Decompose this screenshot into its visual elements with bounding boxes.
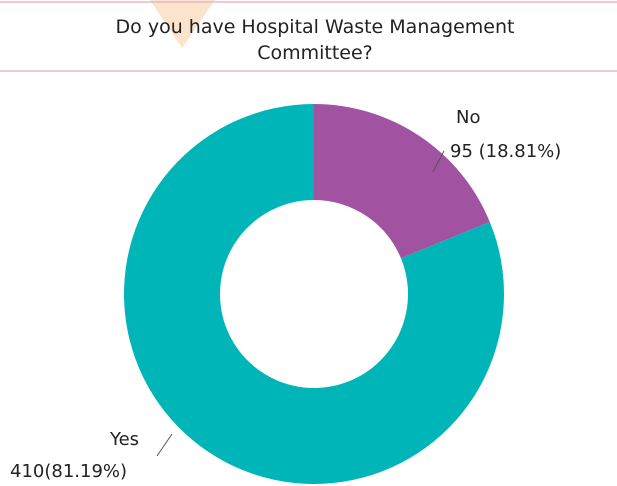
watermark: [150, 0, 215, 48]
leader-line: [432, 150, 445, 173]
leader-line: [156, 433, 173, 457]
slice-label: Yes: [109, 429, 139, 450]
chart-title: Do you have Hospital Waste Management Co…: [115, 16, 515, 64]
value-label: 95 (18.81%): [450, 141, 561, 162]
slice-label: No: [456, 107, 480, 128]
donut-slice: [314, 104, 490, 259]
donut-slice: [124, 104, 505, 485]
value-label: 410(81.19%): [10, 461, 127, 482]
